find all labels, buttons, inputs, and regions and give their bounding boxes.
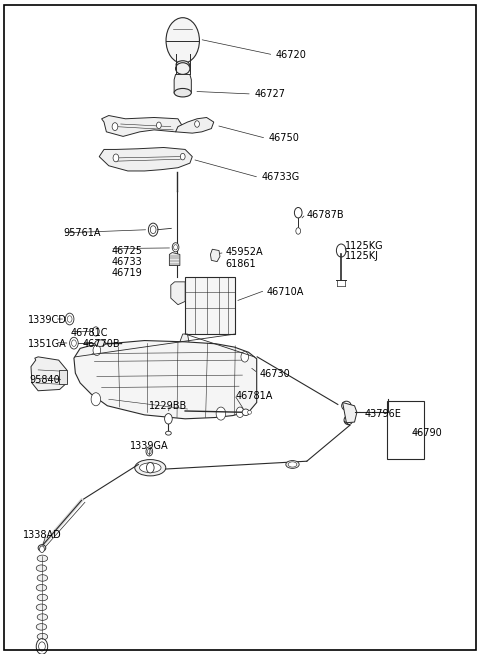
Polygon shape <box>171 282 185 305</box>
Polygon shape <box>169 252 180 265</box>
Circle shape <box>156 122 161 128</box>
Text: 45952A: 45952A <box>226 248 264 257</box>
Text: 1229BB: 1229BB <box>149 401 188 411</box>
Circle shape <box>91 393 101 405</box>
Circle shape <box>147 449 151 454</box>
Text: 46781C: 46781C <box>71 328 108 338</box>
Polygon shape <box>99 147 192 171</box>
Circle shape <box>180 153 185 160</box>
Ellipse shape <box>248 410 252 414</box>
Circle shape <box>93 327 99 336</box>
Polygon shape <box>176 117 214 133</box>
Circle shape <box>236 407 244 417</box>
Text: 1125KG: 1125KG <box>345 241 384 251</box>
Circle shape <box>38 642 45 651</box>
Circle shape <box>148 223 158 236</box>
Circle shape <box>146 462 154 473</box>
Text: 1339GA: 1339GA <box>130 441 169 451</box>
Circle shape <box>336 244 346 257</box>
Circle shape <box>39 546 44 553</box>
Text: 1125KJ: 1125KJ <box>345 251 379 261</box>
Circle shape <box>172 243 179 252</box>
Circle shape <box>165 413 172 424</box>
Circle shape <box>195 121 199 127</box>
Polygon shape <box>178 334 190 354</box>
Ellipse shape <box>37 594 48 601</box>
Text: 46733: 46733 <box>111 257 142 267</box>
Ellipse shape <box>38 545 46 552</box>
Ellipse shape <box>288 462 297 467</box>
Polygon shape <box>102 115 183 136</box>
Text: 46787B: 46787B <box>307 210 345 220</box>
Circle shape <box>93 345 101 356</box>
Ellipse shape <box>37 555 48 561</box>
Text: 46733G: 46733G <box>262 172 300 183</box>
Circle shape <box>146 447 153 456</box>
Circle shape <box>294 208 302 218</box>
Circle shape <box>72 340 76 346</box>
Bar <box>387 401 424 459</box>
Polygon shape <box>174 75 192 93</box>
Text: 95761A: 95761A <box>63 228 101 238</box>
Ellipse shape <box>37 574 48 581</box>
Circle shape <box>296 228 300 234</box>
Circle shape <box>70 337 78 349</box>
Bar <box>59 370 67 384</box>
Ellipse shape <box>37 614 48 620</box>
Circle shape <box>150 226 156 234</box>
Ellipse shape <box>344 415 353 424</box>
Ellipse shape <box>135 460 166 476</box>
Ellipse shape <box>95 340 106 346</box>
Text: 46781A: 46781A <box>235 391 273 401</box>
Ellipse shape <box>174 88 192 97</box>
Polygon shape <box>210 250 220 261</box>
Text: 46730: 46730 <box>259 369 290 379</box>
Text: 46790: 46790 <box>412 428 443 438</box>
Text: 46719: 46719 <box>111 269 142 278</box>
Ellipse shape <box>342 402 351 410</box>
Ellipse shape <box>37 633 48 640</box>
Ellipse shape <box>36 584 47 591</box>
Ellipse shape <box>140 463 161 473</box>
Ellipse shape <box>176 61 190 69</box>
Text: 46770B: 46770B <box>83 339 120 350</box>
Text: 46750: 46750 <box>269 134 300 143</box>
Circle shape <box>174 245 178 250</box>
Ellipse shape <box>36 565 47 571</box>
Text: 95840: 95840 <box>29 375 60 384</box>
Polygon shape <box>343 403 357 422</box>
Text: 46727: 46727 <box>254 89 285 99</box>
Circle shape <box>67 316 72 322</box>
Ellipse shape <box>176 63 190 75</box>
Polygon shape <box>31 357 67 391</box>
Ellipse shape <box>36 604 47 610</box>
Bar <box>185 276 235 334</box>
Ellipse shape <box>286 460 299 468</box>
Circle shape <box>216 407 226 420</box>
Text: 1351GA: 1351GA <box>28 339 66 350</box>
Text: 1339CD: 1339CD <box>28 314 67 325</box>
Text: 46720: 46720 <box>276 50 307 60</box>
Circle shape <box>113 154 119 162</box>
Circle shape <box>36 639 48 654</box>
Text: 61861: 61861 <box>226 259 256 269</box>
Circle shape <box>65 313 74 325</box>
Text: 43796E: 43796E <box>364 409 401 419</box>
Circle shape <box>112 122 118 130</box>
Circle shape <box>166 18 199 64</box>
Ellipse shape <box>36 624 47 630</box>
Circle shape <box>241 352 249 362</box>
Text: 46710A: 46710A <box>266 287 304 297</box>
Ellipse shape <box>166 431 171 435</box>
Polygon shape <box>74 341 257 419</box>
Text: 1338AD: 1338AD <box>23 530 61 540</box>
Text: 46725: 46725 <box>111 246 142 255</box>
Ellipse shape <box>242 409 249 415</box>
